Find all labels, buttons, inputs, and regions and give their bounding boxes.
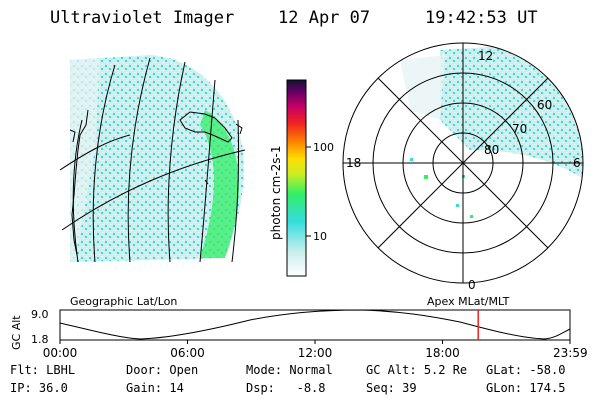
polar-plot: 12 18 6 0 60 70 80 [342, 42, 584, 292]
colorbar-tick-100: 100 [313, 141, 334, 154]
dsp-label: Dsp: [246, 381, 275, 395]
ip-label: IP: [10, 381, 32, 395]
altitude-ylabel: GC Alt [10, 315, 23, 350]
altitude-curve [59, 309, 571, 340]
emission-spot [470, 215, 473, 218]
emission-spot [410, 158, 413, 161]
glat-value: -58.0 [529, 363, 566, 377]
lat-label-80: 80 [484, 143, 499, 157]
seq-value: 39 [402, 381, 417, 395]
mode-info: Mode: Normal [246, 363, 333, 377]
coastlines [69, 109, 243, 256]
gcalt-info: GC Alt: 5.2 Re [366, 363, 467, 377]
geographic-caption: Geographic Lat/Lon [70, 295, 177, 308]
gcalt-value: 5.2 Re [423, 363, 468, 377]
glon-info: GLon: 174.5 [486, 381, 565, 395]
xtick-label: 23:59 [553, 346, 588, 360]
altitude-plot-frame [59, 309, 571, 341]
geographic-image [59, 55, 246, 263]
altitude-ymax: 9.0 [31, 308, 49, 321]
xtick-label: 18:00 [425, 346, 460, 360]
filter-value: LBHL [46, 363, 76, 377]
xtick-label: 06:00 [170, 346, 205, 360]
door-label: Door: [126, 363, 163, 377]
lat-lon-grid [59, 57, 246, 263]
colorbar-unit-label: photon cm-2s-1 [269, 146, 283, 241]
xtick-label: 00:00 [43, 346, 78, 360]
seq-info: Seq: 39 [366, 381, 417, 395]
altitude-xticks: 00:00 06:00 12:00 18:00 23:59 [43, 340, 588, 360]
mlt-label-18: 18 [346, 156, 361, 170]
lat-label-60: 60 [537, 98, 552, 112]
colorbar: 100 10 photon cm-2s-1 [269, 79, 334, 277]
glat-info: GLat: -58.0 [486, 363, 565, 377]
door-info: Door: Open [126, 363, 198, 377]
emission-spot [424, 175, 428, 179]
mlt-label-6: 6 [573, 156, 581, 170]
glon-value: 174.5 [529, 381, 566, 395]
emission-spot [456, 204, 459, 207]
lat-label-70: 70 [512, 122, 527, 136]
glon-label: GLon: [486, 381, 523, 395]
colorbar-gradient [286, 79, 307, 277]
filter-label: Flt: [10, 363, 39, 377]
dsp-value: -8.8 [296, 381, 326, 395]
door-value: Open [169, 363, 199, 377]
polar-grid [342, 42, 584, 284]
mlt-label-12: 12 [478, 49, 493, 63]
instrument-title: Ultraviolet Imager [50, 8, 235, 28]
colorbar-tick-10: 10 [313, 230, 327, 243]
ip-value: 36.0 [38, 381, 68, 395]
altitude-plot: 00:00 06:00 12:00 18:00 23:59 GC Alt 9.0 1.8 [10, 308, 588, 360]
date-label: 12 Apr 07 [278, 8, 371, 28]
apex-caption: Apex MLat/MLT [427, 295, 510, 308]
glat-label: GLat: [486, 363, 523, 377]
faint-region [70, 58, 100, 262]
gain-info: Gain: 14 [126, 381, 184, 395]
altitude-ymin: 1.8 [31, 333, 49, 346]
mode-label: Mode: [246, 363, 283, 377]
time-label: 19:42:53 UT [425, 8, 538, 28]
faint-polar-region [400, 55, 445, 120]
mode-value: Normal [289, 363, 333, 377]
mlt-label-0: 0 [468, 278, 476, 292]
gain-label: Gain: [126, 381, 163, 395]
xtick-label: 12:00 [298, 346, 333, 360]
filter-info: Flt: LBHL [10, 363, 75, 377]
gain-value: 14 [169, 381, 184, 395]
ip-info: IP: 36.0 [10, 381, 68, 395]
dsp-info: Dsp: -8.8 [246, 381, 326, 395]
gcalt-label: GC Alt: [366, 363, 417, 377]
seq-label: Seq: [366, 381, 395, 395]
